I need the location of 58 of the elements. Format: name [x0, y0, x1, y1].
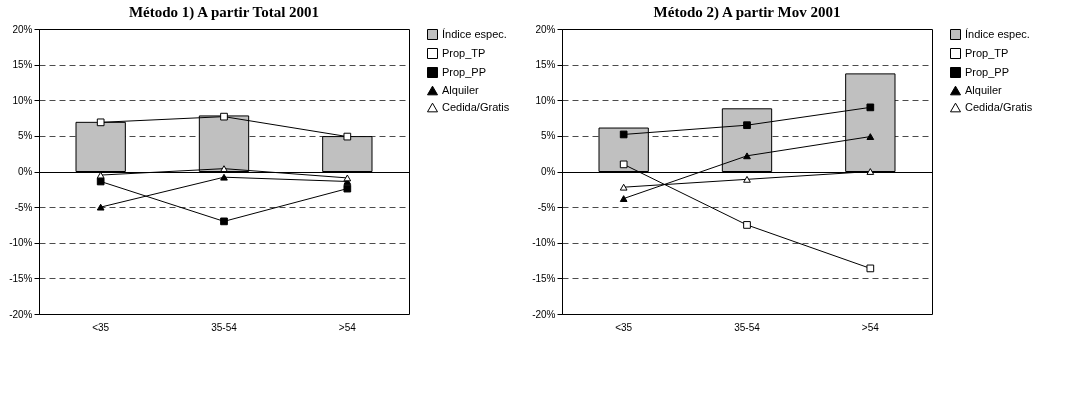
legend-label: Cedida/Gratis — [442, 100, 510, 113]
x-tick-label: >54 — [861, 321, 880, 333]
y-tick-label: 5% — [18, 130, 33, 142]
x-tick-label: >54 — [338, 321, 357, 333]
point — [743, 175, 751, 183]
legend-label: Alquiler — [965, 83, 1003, 96]
x-tick-label: <35 — [92, 321, 110, 333]
point — [220, 165, 228, 173]
point — [866, 103, 875, 112]
legend-label: Cedida/Gratis — [965, 100, 1033, 113]
y-tick-label: -20% — [9, 308, 33, 320]
x-tick-label: <35 — [615, 321, 633, 333]
point — [96, 171, 105, 179]
point — [743, 221, 751, 229]
y-tick-label: -10% — [9, 237, 33, 249]
x-tick-label: 35-54 — [734, 321, 761, 333]
point — [619, 130, 628, 139]
y-tick-label: -5% — [14, 201, 33, 213]
point — [743, 121, 751, 130]
y-tick-label: 15% — [535, 59, 556, 71]
point — [866, 168, 875, 175]
y-tick-label: 20% — [12, 23, 33, 35]
point — [866, 133, 875, 140]
point — [343, 174, 352, 182]
y-tick-label: 5% — [541, 130, 556, 142]
point — [619, 160, 628, 169]
legend-label: Prop_TP — [442, 46, 486, 59]
point — [619, 195, 628, 202]
y-tick-label: -20% — [532, 308, 556, 320]
y-tick-label: 0% — [18, 166, 33, 177]
point — [343, 132, 352, 141]
x-tick-label: 35-54 — [211, 321, 238, 333]
y-tick-label: 15% — [12, 59, 33, 71]
y-tick-label: -15% — [9, 272, 33, 284]
y-tick-label: -15% — [532, 272, 556, 284]
legend-label: Alquiler — [442, 83, 480, 96]
y-tick-label: 0% — [541, 166, 556, 177]
legend-label: Prop_PP — [965, 65, 1010, 78]
point — [220, 217, 228, 226]
y-tick-label: 10% — [12, 94, 33, 106]
legend-label: Índice espec. — [442, 27, 507, 40]
chart-title: Método 2) A partir Mov 2001 — [653, 4, 841, 21]
chart-title: Método 1) A partir Total 2001 — [128, 4, 320, 21]
point — [220, 173, 228, 181]
point — [743, 152, 751, 160]
y-tick-label: -10% — [532, 237, 556, 249]
y-tick-label: 10% — [535, 94, 556, 106]
point — [866, 264, 875, 273]
point — [619, 183, 628, 191]
legend-label: Prop_TP — [965, 46, 1009, 59]
legend-label: Índice espec. — [965, 27, 1030, 40]
point — [220, 112, 228, 121]
y-tick-label: 20% — [535, 23, 556, 35]
point — [343, 184, 352, 193]
y-tick-label: -5% — [537, 201, 556, 213]
point — [96, 118, 105, 127]
legend-label: Prop_PP — [442, 65, 487, 78]
point — [96, 203, 105, 211]
